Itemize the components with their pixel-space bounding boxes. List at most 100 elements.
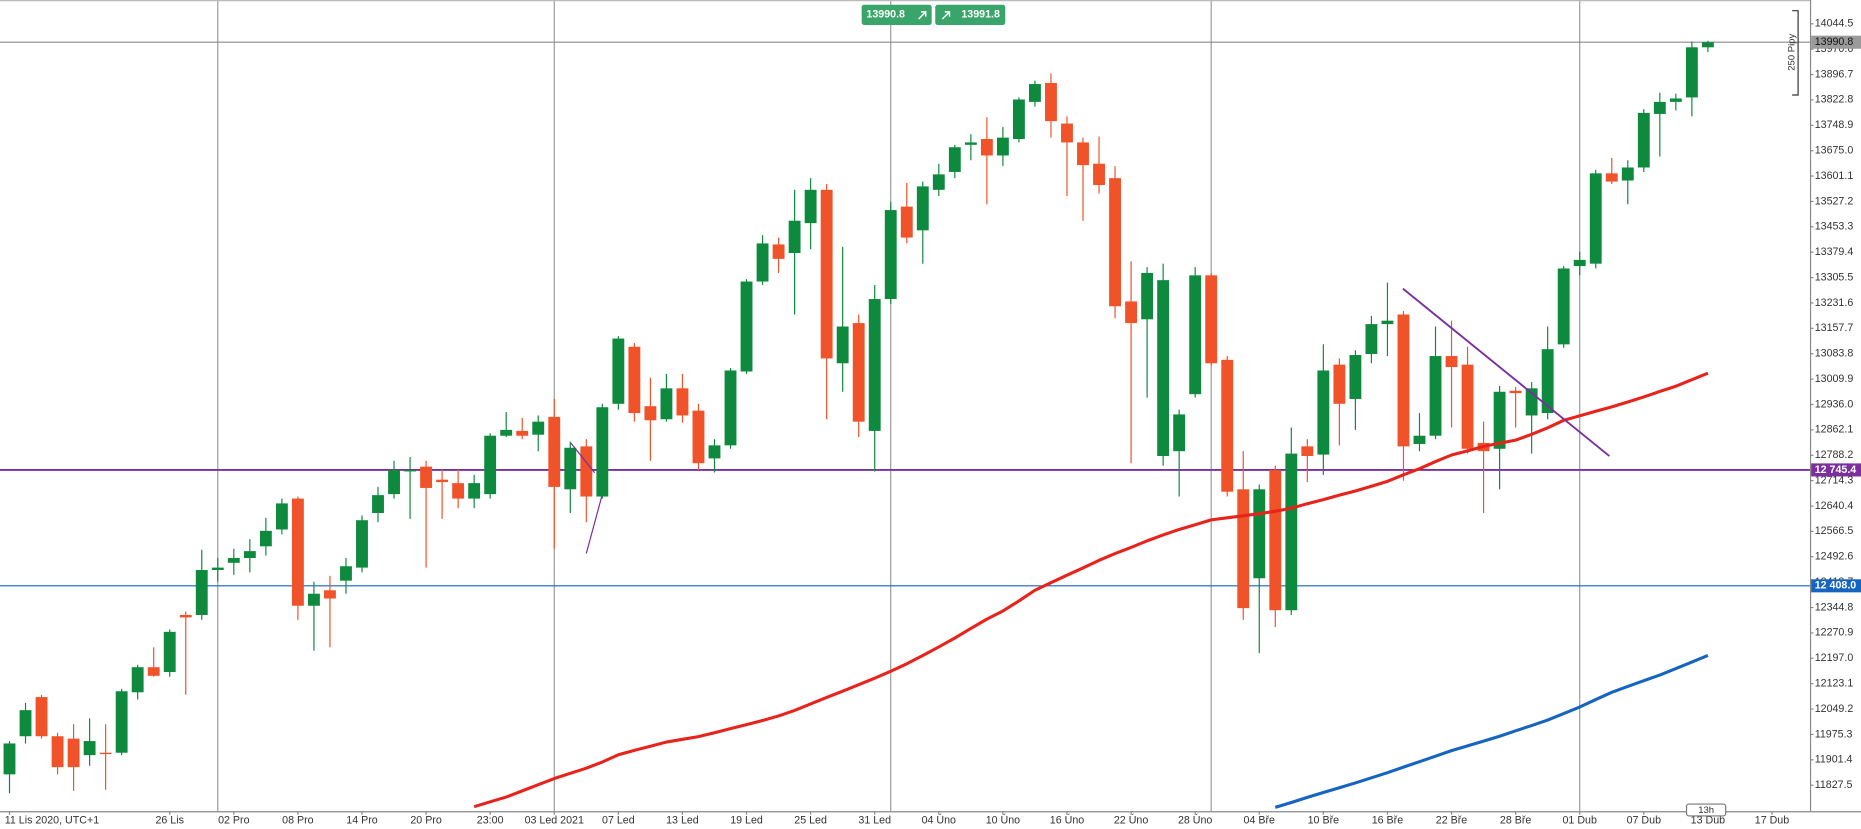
candle-body — [420, 466, 433, 488]
candle-body — [1365, 324, 1378, 354]
y-tick-label: 12270.9 — [1815, 627, 1854, 639]
candle-body — [436, 479, 449, 483]
candle-body — [3, 743, 16, 775]
x-tick-label: 07 Led — [602, 815, 635, 827]
moving-average-line — [473, 371, 1709, 809]
candle-body — [1141, 272, 1154, 320]
candle-body — [340, 566, 352, 581]
trend-line[interactable] — [585, 496, 603, 554]
quote-arrow — [918, 11, 927, 20]
candle-body — [243, 551, 256, 558]
candle-body — [820, 189, 833, 359]
candle-body — [1621, 167, 1634, 181]
y-tick-label: 13157.7 — [1815, 322, 1854, 334]
candle-body — [660, 388, 673, 420]
candle-body — [548, 416, 561, 487]
candle-body — [884, 210, 897, 300]
y-tick-label: 14044.5 — [1815, 18, 1854, 30]
y-tick-label: 12640.4 — [1815, 500, 1854, 512]
candle-body — [1109, 178, 1121, 307]
price-tag — [1811, 35, 1861, 49]
x-tick-label: 25 Led — [794, 815, 827, 827]
candle-body — [1541, 349, 1554, 414]
candle-body — [452, 483, 465, 499]
y-tick-label: 12714.3 — [1815, 474, 1854, 486]
candle-body — [1045, 83, 1057, 122]
quote-tags: 13990.8 12 745.4 12 408.0 13990.8 13991.8 — [861, 4, 1861, 593]
drawings — [570, 287, 1610, 554]
candle-body — [324, 590, 336, 599]
candle-body — [564, 447, 577, 490]
candle-body — [1381, 320, 1394, 325]
candle-body — [516, 430, 529, 436]
candle-body — [372, 495, 384, 514]
candle-body — [836, 326, 849, 364]
candle-body — [1685, 47, 1698, 98]
candle-body — [1397, 314, 1410, 447]
x-tick-label: 07 Dub — [1627, 815, 1661, 827]
x-tick-label: 11 Lis 2020, UTC+1 — [5, 815, 99, 827]
trend-line[interactable] — [1402, 287, 1610, 457]
y-tick-label: 12566.5 — [1815, 525, 1854, 537]
y-tick-label: 13896.7 — [1815, 68, 1854, 80]
y-tick-label: 11827.5 — [1815, 779, 1853, 791]
candle-body — [67, 738, 80, 768]
trend-line[interactable] — [570, 442, 596, 474]
candle-body — [948, 147, 961, 172]
y-tick-label: 12197.0 — [1815, 652, 1854, 664]
candle-body — [195, 570, 208, 616]
x-tick-label: 03 Led 2021 — [525, 815, 584, 827]
candle-body — [1333, 364, 1346, 404]
candle-body — [1237, 489, 1250, 609]
candle-body — [996, 137, 1009, 156]
candle-body — [388, 470, 400, 495]
candle-body — [724, 370, 737, 446]
x-tick-label: 04 Úno — [922, 814, 956, 827]
y-tick-label: 13527.2 — [1815, 195, 1854, 207]
candle-body — [163, 631, 176, 673]
candle-body — [1221, 359, 1234, 492]
candle-body — [500, 429, 513, 436]
candle-body — [1349, 355, 1362, 399]
x-tick-label: 13 Dub — [1691, 815, 1725, 827]
candle-body — [356, 520, 368, 568]
candle-body — [580, 446, 593, 497]
candle-body — [1461, 364, 1474, 449]
candle-body — [1605, 173, 1618, 182]
y-tick-label: 13822.8 — [1815, 94, 1854, 106]
candle-body — [1173, 414, 1186, 452]
candle-body — [1525, 388, 1538, 416]
candle-body — [964, 142, 977, 145]
y-tick-label: 13083.8 — [1815, 348, 1854, 360]
quote-tag[interactable] — [935, 4, 1006, 25]
y-tick-label: 11975.3 — [1815, 728, 1853, 740]
candle-body — [19, 710, 32, 737]
candle-body — [1093, 163, 1105, 186]
candle-body — [676, 388, 689, 416]
candle-body — [596, 407, 609, 497]
y-tick-label: 13379.4 — [1815, 246, 1854, 258]
candle-body — [1557, 268, 1570, 345]
candle-body — [900, 206, 913, 238]
pip-label: 250 Pipy — [1787, 34, 1798, 71]
candle-body — [1029, 84, 1041, 102]
axis-layer: 14044.513970.613896.713822.813748.913675… — [5, 18, 1854, 827]
price-tag-label: 13990.8 — [1815, 36, 1854, 48]
candle-body — [740, 281, 753, 372]
candle-body — [1669, 98, 1682, 102]
x-tick-label: 02 Pro — [218, 815, 249, 827]
candle-body — [1637, 112, 1650, 168]
candle-body — [115, 691, 128, 753]
timeframe-box[interactable] — [1685, 803, 1727, 817]
candle-body — [1012, 99, 1025, 139]
y-tick-label: 12862.1 — [1815, 424, 1854, 436]
level-tag-label: 12 408.0 — [1815, 580, 1857, 592]
level-tag-label: 12 745.4 — [1815, 464, 1857, 476]
x-tick-label: 28 Bře — [1500, 815, 1531, 827]
quote-tag[interactable] — [861, 4, 932, 25]
timeframe-handle[interactable]: 13h — [1685, 803, 1727, 817]
x-tick-label: 19 Led — [730, 815, 763, 827]
y-tick-label: 11901.4 — [1815, 754, 1853, 766]
x-tick-label: 10 Úno — [986, 814, 1020, 827]
x-tick-label: 17 Dub — [1755, 815, 1789, 827]
